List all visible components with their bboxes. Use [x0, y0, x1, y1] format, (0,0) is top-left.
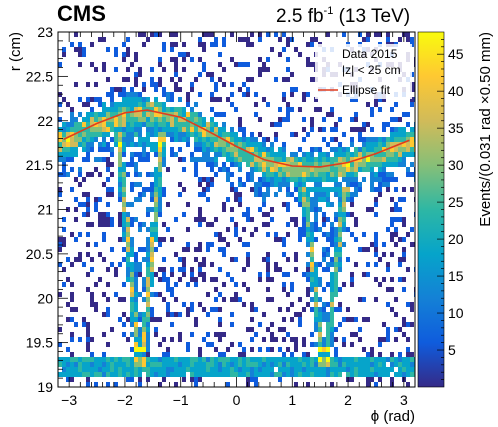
y-tick-label: 22.5	[26, 68, 53, 84]
color-bar-tick-label: 35	[448, 120, 464, 136]
color-bar-tick-label: 15	[448, 268, 464, 284]
color-bar-tick-label: 25	[448, 194, 464, 210]
legend-entry-zcut: |z| < 25 cm	[342, 63, 401, 77]
y-tick-label: 21	[37, 202, 53, 218]
y-tick-label: 19	[37, 379, 53, 395]
ellipse-fit-line	[63, 109, 410, 168]
color-bar-tick-label: 45	[448, 46, 464, 62]
x-tick-label: 1	[288, 392, 296, 408]
color-bar-tick-label: 10	[448, 305, 464, 321]
y-axis-label: r (cm)	[7, 32, 24, 71]
y-tick-label: 23	[37, 24, 53, 40]
color-bar-tick-label: 5	[448, 342, 456, 358]
color-bar-axis: 5 10 15 20 25 30 35 40 45	[437, 39, 464, 380]
legend-entry-fit: Ellipse fit	[342, 83, 391, 97]
color-bar-tick-label: 40	[448, 83, 464, 99]
x-tick-label: 2	[344, 392, 352, 408]
x-tick-label: −2	[117, 392, 133, 408]
color-bar-label: Events/(0.031 rad ×0.50 mm)	[477, 32, 494, 227]
y-tick-label: 21.5	[26, 157, 53, 173]
color-bar-tick-label: 20	[448, 231, 464, 247]
y-axis: 19 19.5 20 20.5 21 21.5 22 22.5 23	[26, 24, 68, 395]
heatmap-cells	[58, 32, 415, 387]
x-tick-label: 0	[233, 392, 241, 408]
color-bar	[418, 32, 444, 387]
x-tick-label: 3	[400, 392, 408, 408]
luminosity-label: 2.5 fb-1 (13 TeV)	[276, 5, 410, 27]
color-bar-tick-label: 30	[448, 157, 464, 173]
x-axis: −3 −2 −1 0 1 2 3	[57, 32, 416, 408]
y-tick-label: 20.5	[26, 246, 53, 262]
x-tick-label: −3	[61, 392, 77, 408]
y-tick-label: 20	[37, 290, 53, 306]
experiment-label: CMS	[57, 1, 106, 26]
legend: Data 2015 |z| < 25 cm Ellipse fit	[315, 44, 412, 99]
x-tick-label: −1	[173, 392, 189, 408]
legend-entry-data: Data 2015	[342, 47, 398, 61]
x-axis-label: ϕ (rad)	[371, 408, 415, 425]
y-tick-label: 22	[37, 113, 53, 129]
y-tick-label: 19.5	[26, 335, 53, 351]
